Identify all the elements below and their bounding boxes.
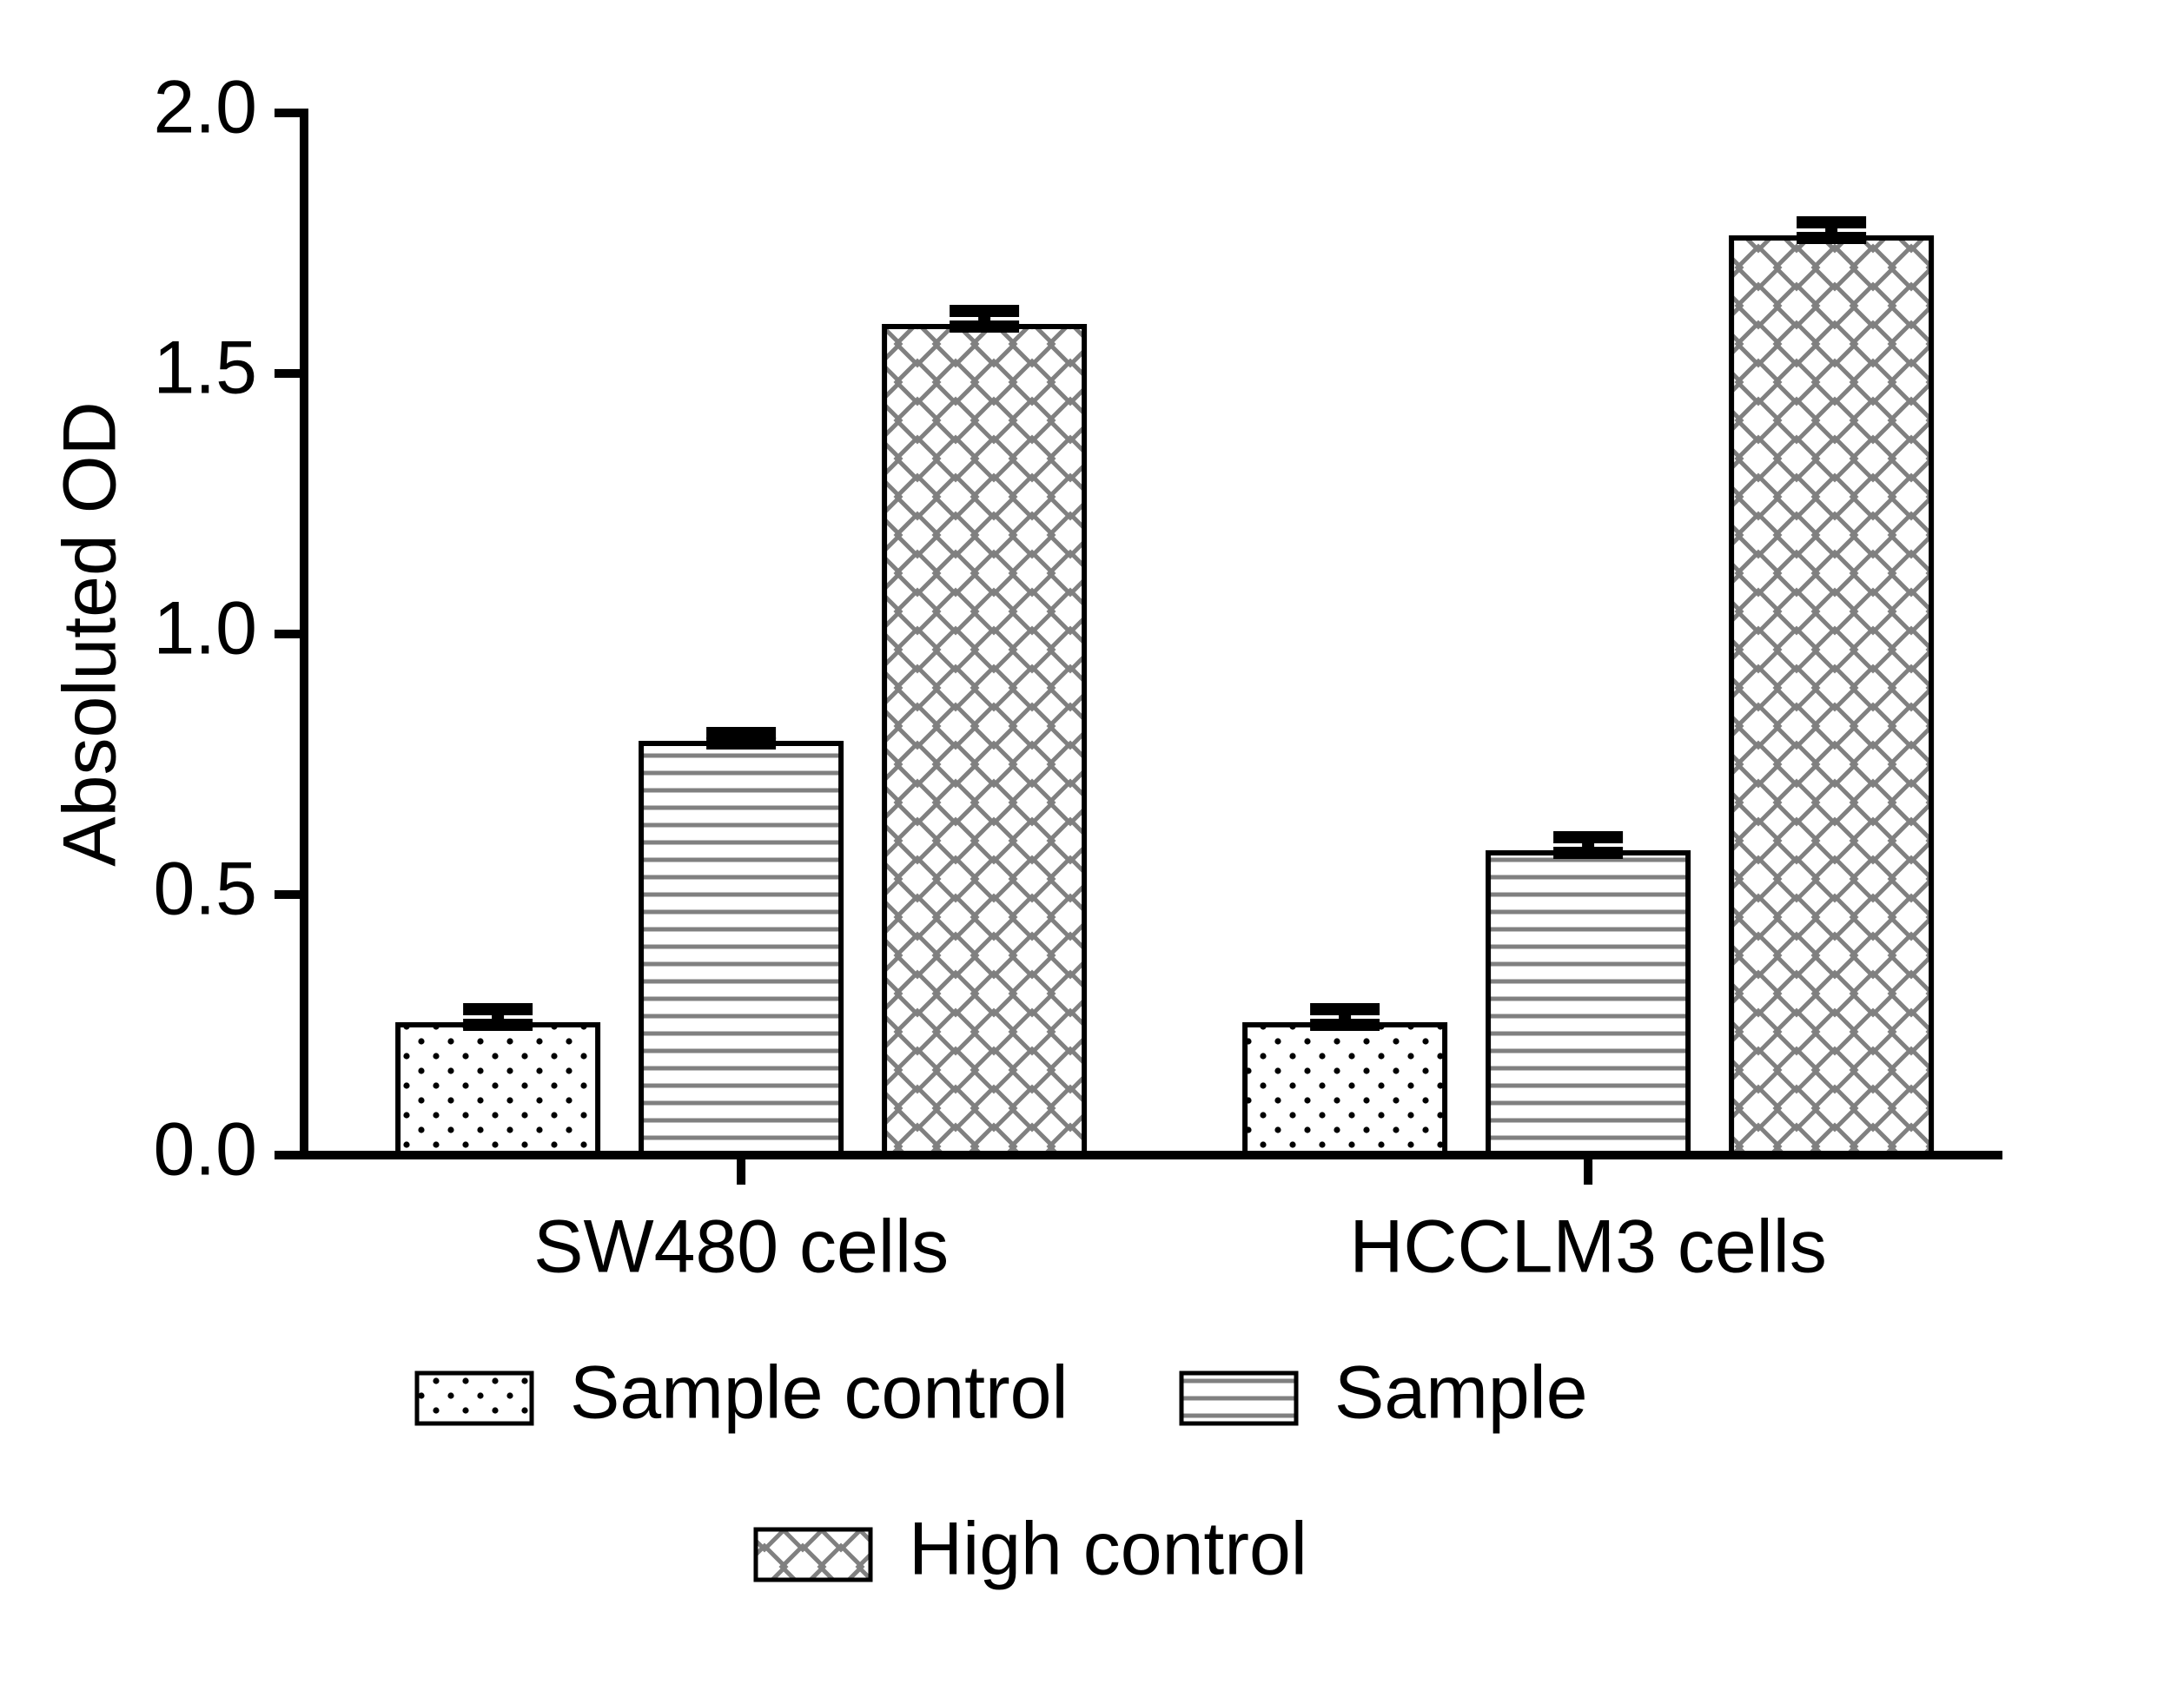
chart-container: 0.0 0.5 1.0 1.5 2.0 Absoluted OD SW480 cells HC… <box>0 0 2184 1704</box>
bar-HCCLM3-cells-sample_control <box>1245 1025 1445 1155</box>
legend-label-sample_control: Sample control <box>570 1351 1069 1435</box>
x-category-label: SW480 cells <box>533 1205 949 1289</box>
legend-swatch-sample <box>1181 1373 1296 1423</box>
legend-label-sample: Sample <box>1334 1351 1588 1435</box>
y-tick-label: 1.0 <box>153 587 257 670</box>
bar-chart: 0.0 0.5 1.0 1.5 2.0 Absoluted OD SW480 cells HC… <box>0 0 2184 1704</box>
y-tick-label: 0.5 <box>153 848 257 931</box>
errorbar <box>463 1009 533 1025</box>
legend-swatch-sample_control <box>417 1373 532 1423</box>
y-axis-title: Absoluted OD <box>49 401 132 866</box>
bar-HCCLM3-cells-high_control <box>1731 238 1931 1155</box>
bar-HCCLM3-cells-sample <box>1488 853 1688 1155</box>
y-tick-label: 1.5 <box>153 327 257 410</box>
legend-label-high_control: High control <box>909 1508 1307 1591</box>
bar-SW480-cells-high_control <box>884 327 1084 1155</box>
bar-SW480-cells-sample_control <box>398 1025 598 1155</box>
errorbar <box>950 311 1019 327</box>
y-tick-label: 0.0 <box>153 1108 257 1192</box>
errorbar <box>1797 222 1866 238</box>
legend-swatch-high_control <box>756 1529 870 1580</box>
errorbar <box>706 733 776 743</box>
bar-SW480-cells-sample <box>641 743 841 1155</box>
legend: Sample control Sample High control <box>417 1351 1588 1591</box>
bars-group <box>398 222 1931 1155</box>
errorbar <box>1310 1009 1380 1025</box>
errorbar <box>1553 837 1623 853</box>
x-category-label: HCCLM3 cells <box>1349 1205 1827 1289</box>
y-tick-label: 2.0 <box>153 66 257 149</box>
